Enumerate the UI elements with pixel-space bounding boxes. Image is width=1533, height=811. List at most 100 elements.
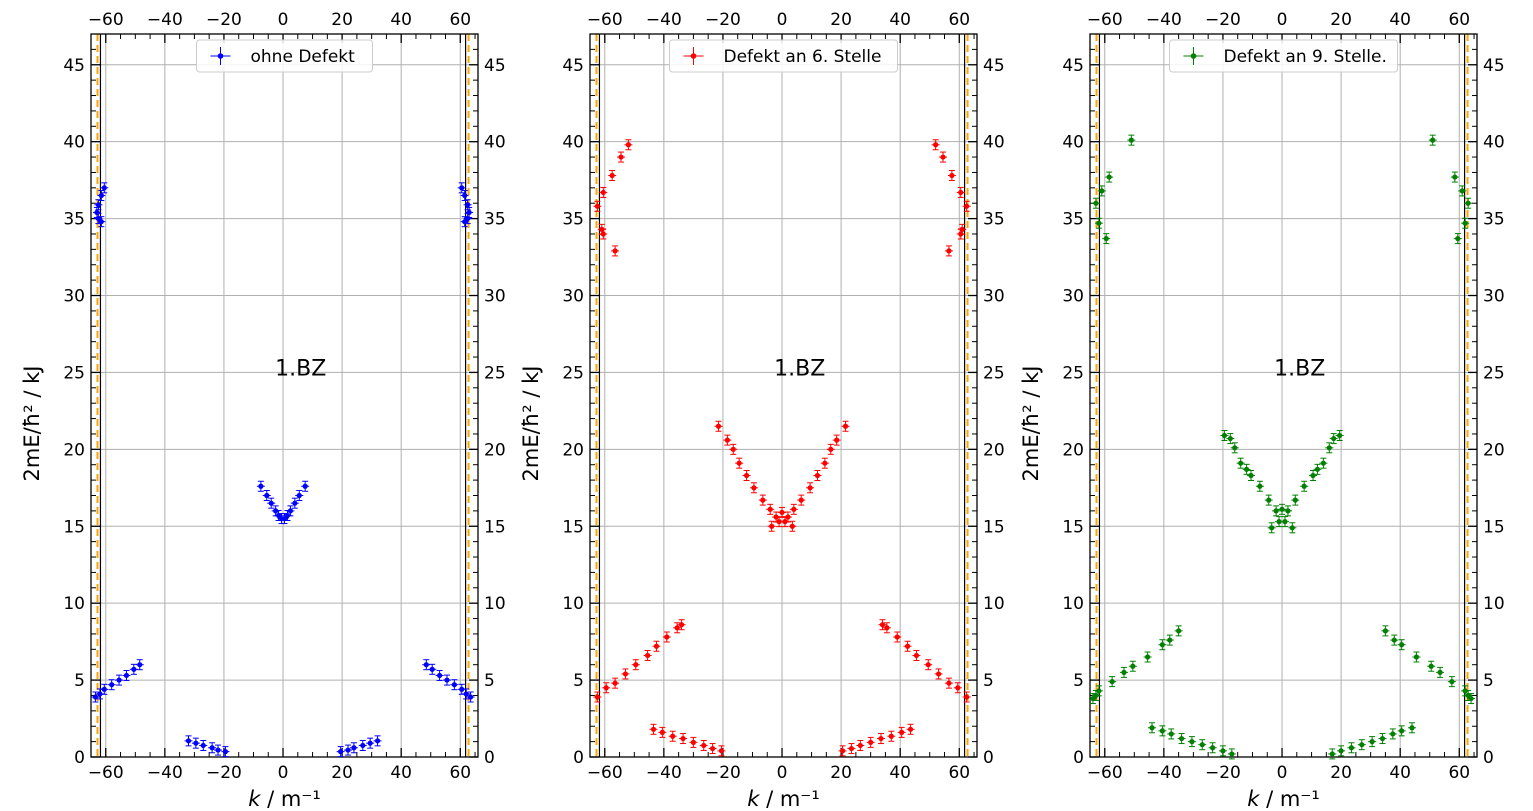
data-point (953, 682, 962, 694)
data-point (1148, 722, 1157, 734)
data-marker (1326, 445, 1332, 451)
data-point (1128, 660, 1137, 672)
data-marker (594, 694, 600, 700)
y-tick-label: 30 (63, 287, 85, 307)
data-point (267, 497, 276, 509)
y-tick-label-right: 40 (484, 133, 506, 153)
x-tick-label: −40 (147, 763, 183, 783)
x-tick-label-top: 20 (830, 10, 852, 30)
x-tick-label: 40 (1389, 763, 1411, 783)
y-axis-label: 2mE/ħ² / kJ (20, 366, 44, 482)
data-marker (690, 739, 696, 745)
data-point (191, 737, 200, 749)
data-point (714, 420, 723, 432)
data-point (463, 199, 472, 211)
data-marker (1096, 688, 1102, 694)
data-marker (612, 248, 618, 254)
data-marker (1452, 174, 1458, 180)
x-tick-label: −40 (646, 763, 682, 783)
data-marker (193, 740, 199, 746)
data-marker (839, 748, 846, 754)
data-point (599, 186, 608, 198)
data-marker (724, 437, 730, 443)
data-point (1102, 233, 1111, 245)
data-point (100, 182, 109, 194)
data-point (100, 683, 109, 695)
data-point (780, 516, 789, 528)
y-tick-label-right: 5 (484, 671, 495, 691)
legend-marker (690, 53, 697, 59)
data-marker (1337, 432, 1343, 439)
legend-label: Defekt an 6. Stelle (724, 47, 882, 67)
data-point (122, 669, 131, 681)
data-point (708, 743, 717, 755)
chart-panel-2: −60 −60 −40 −40 −20 −20 0 0 20 20 40 40 60 60 0 0 5 5 10 10… (519, 10, 1005, 811)
data-point (820, 457, 829, 469)
data-marker (97, 691, 103, 697)
data-marker (857, 742, 863, 749)
data-marker (828, 446, 834, 452)
data-point (1127, 134, 1136, 146)
data-marker (1106, 174, 1112, 180)
x-tick-label-top: −60 (587, 10, 623, 30)
data-point (742, 469, 751, 481)
legend: ohne Defekt (196, 39, 373, 73)
data-marker (1399, 642, 1405, 648)
data-point (897, 726, 906, 738)
data-point (1335, 429, 1344, 441)
data-marker (653, 643, 660, 649)
x-tick-label-top: −40 (1146, 10, 1182, 30)
data-marker (1331, 435, 1337, 442)
data-point (1458, 185, 1467, 197)
data-marker (1399, 728, 1405, 734)
data-marker (1276, 519, 1282, 525)
x-axis-label: k / m⁻¹ (248, 787, 321, 811)
data-point (428, 663, 437, 675)
data-point (450, 679, 459, 691)
data-marker (444, 677, 450, 683)
data-marker (730, 446, 736, 452)
data-point (1447, 676, 1456, 688)
data-point (1226, 433, 1235, 445)
data-point (912, 649, 921, 661)
data-point (358, 739, 367, 751)
data-point (631, 659, 640, 671)
data-point (344, 744, 353, 756)
data-marker (1229, 751, 1235, 757)
data-point (129, 663, 138, 675)
data-marker (1382, 628, 1389, 634)
x-tick-label: 40 (889, 763, 911, 783)
data-marker (612, 680, 618, 686)
x-tick-label-top: 20 (1330, 10, 1352, 30)
axes-frame (589, 33, 978, 758)
data-marker (1348, 745, 1355, 751)
data-marker (1379, 735, 1386, 742)
data-point (1368, 736, 1377, 748)
data-marker (946, 248, 952, 254)
x-tick-label-top: 40 (1389, 10, 1411, 30)
legend: Defekt an 6. Stelle (669, 39, 898, 73)
data-point (1397, 639, 1406, 651)
data-marker (925, 662, 931, 668)
y-tick-label: 40 (63, 133, 85, 153)
data-marker (940, 154, 946, 160)
data-marker (215, 747, 221, 753)
data-marker (664, 634, 670, 640)
data-point (947, 170, 956, 182)
data-marker (351, 745, 357, 751)
x-tick-label: 20 (830, 763, 852, 783)
data-marker (935, 671, 942, 677)
data-marker (609, 172, 615, 179)
data-marker (701, 742, 707, 749)
x-tick-label: −60 (88, 763, 124, 783)
y-tick-label-right: 15 (1483, 517, 1505, 537)
y-axis-label: 2mE/ħ² / kJ (519, 366, 543, 482)
x-tick-label: 40 (390, 763, 412, 783)
y-tick-label: 35 (1062, 210, 1084, 230)
data-point (673, 622, 682, 634)
data-point (184, 735, 193, 747)
data-marker (465, 202, 471, 208)
x-tick-label-top: −60 (1087, 10, 1123, 30)
data-marker (618, 154, 624, 160)
data-point (962, 200, 971, 212)
